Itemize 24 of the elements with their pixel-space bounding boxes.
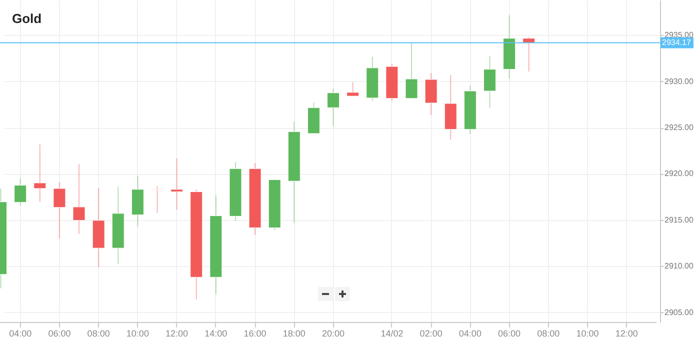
- x-tick-label: 08:00: [87, 328, 110, 338]
- y-tick-label: 2930.00: [664, 76, 694, 86]
- x-tick-label: 16:00: [244, 328, 266, 338]
- text: Gold: [12, 11, 42, 26]
- x-tick-label: 10:00: [576, 328, 599, 338]
- ref-line-label: 2934.17: [662, 38, 692, 47]
- y-tick-label: 2925.00: [664, 123, 694, 132]
- x-tick-label: 20:00: [322, 328, 345, 338]
- y-tick-label: 2910.00: [664, 262, 694, 271]
- x-tick-label: 12:00: [166, 328, 188, 338]
- x-tick-label: 12:00: [615, 328, 638, 338]
- x-tick-label: 10:00: [126, 328, 149, 338]
- y-tick-label: 2915.00: [664, 215, 694, 224]
- x-tick-label: 04:00: [9, 328, 32, 338]
- x-tick-label: 06:00: [498, 328, 521, 338]
- x-tick-label: 14:00: [204, 328, 228, 338]
- x-tick-label: 04:00: [458, 328, 482, 338]
- y-tick-label: 2920.00: [664, 169, 694, 178]
- x-tick-label: 14/02: [380, 328, 404, 338]
- x-tick-label: 06:00: [48, 328, 71, 338]
- x-tick-label: 18:00: [282, 328, 306, 338]
- y-tick-label: 2905.00: [664, 308, 694, 317]
- x-tick-label: 08:00: [537, 328, 560, 338]
- x-tick-label: 02:00: [420, 328, 442, 338]
